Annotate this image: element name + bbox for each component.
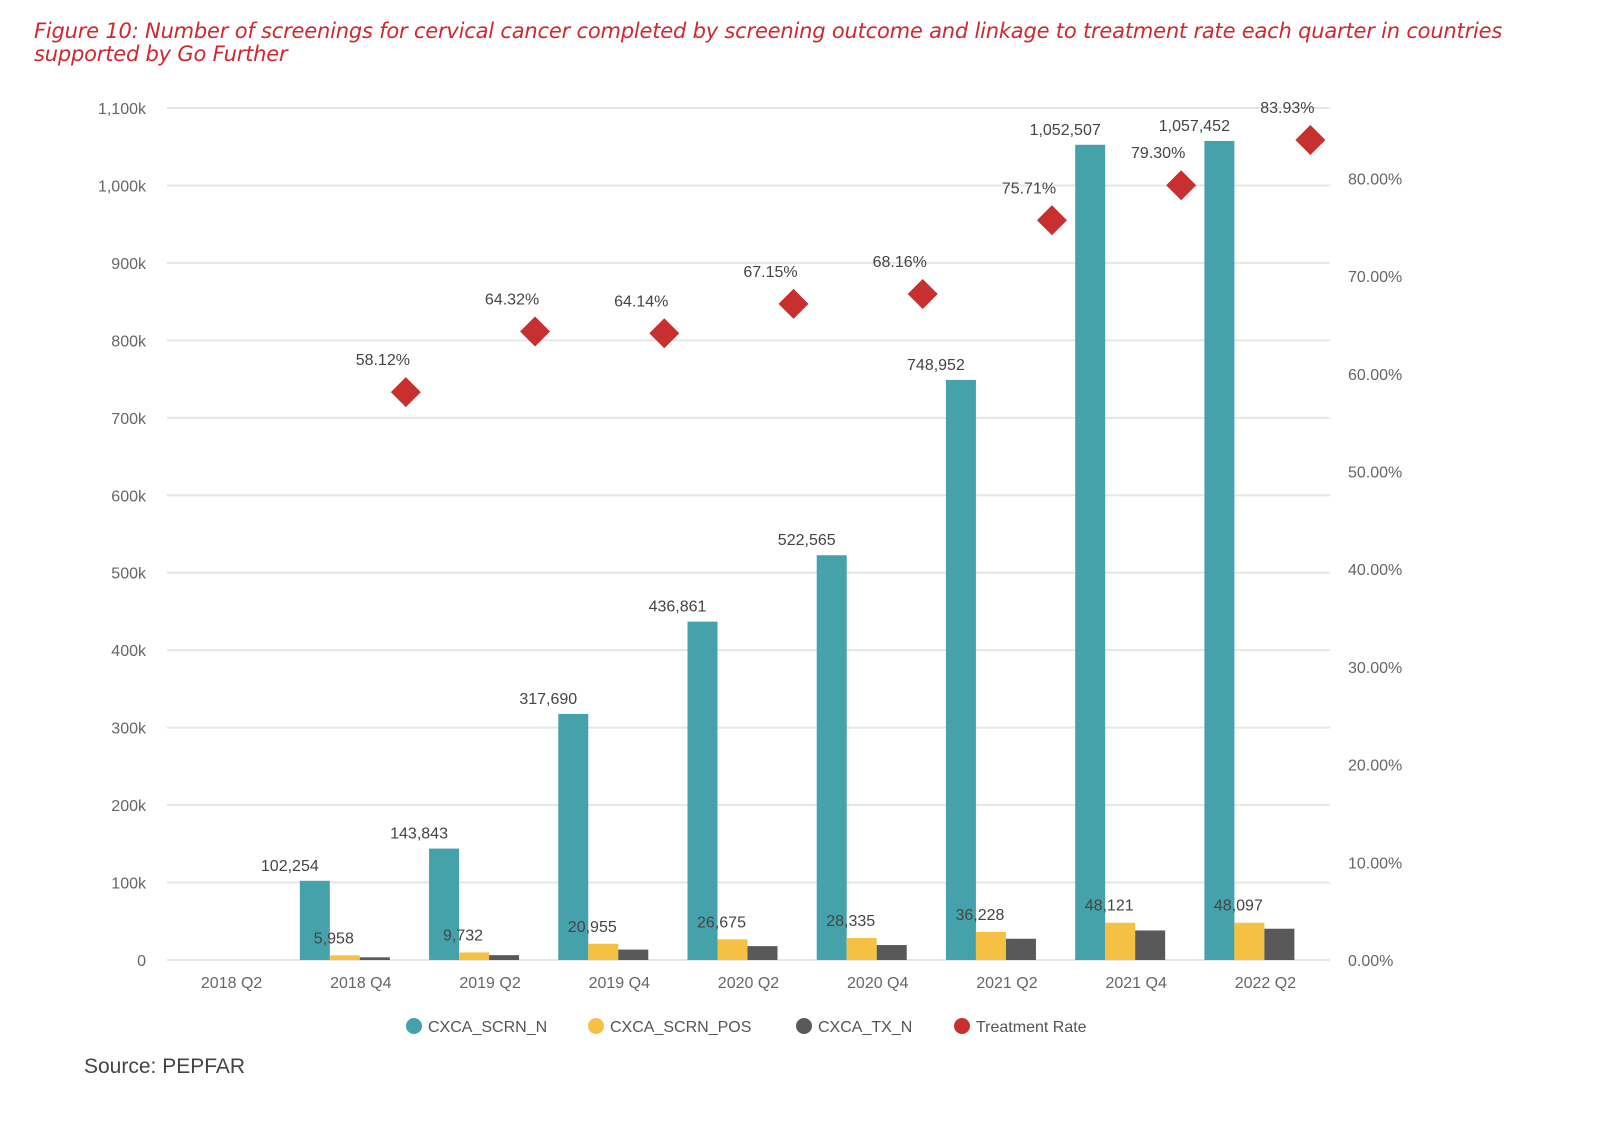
- data-label: 36,228: [955, 907, 1004, 924]
- figure-title: Figure 10: Number of screenings for cerv…: [34, 19, 1503, 66]
- y-left-tick-label: 200k: [111, 798, 147, 815]
- bar-cxca-scrn-pos: [1105, 922, 1136, 960]
- legend-marker: [406, 1018, 422, 1034]
- y-left-tick-label: 500k: [111, 566, 147, 583]
- treatment-rate-marker: [649, 318, 680, 349]
- data-label: 143,843: [390, 826, 448, 843]
- y-left-tick-label: 400k: [111, 643, 147, 660]
- treatment-rate-marker: [778, 288, 809, 319]
- x-tick-label: 2022 Q2: [1235, 975, 1296, 992]
- y-left-tick-label: 1,100k: [98, 101, 147, 118]
- y-right-tick-label: 20.00%: [1348, 758, 1402, 775]
- bar-cxca-scrn-n: [558, 713, 589, 960]
- y-right-tick-label: 0.00%: [1348, 953, 1393, 970]
- bar-cxca-scrn-pos: [588, 943, 619, 960]
- y-right-tick-label: 80.00%: [1348, 171, 1402, 188]
- data-label: 28,335: [826, 913, 875, 930]
- data-label: 48,097: [1214, 898, 1263, 915]
- treatment-rate-marker: [390, 377, 421, 408]
- y-right-tick-label: 60.00%: [1348, 367, 1402, 384]
- data-label: 64.32%: [485, 292, 539, 309]
- data-label: 748,952: [907, 357, 965, 374]
- bar-cxca-tx-n: [1135, 930, 1166, 960]
- bar-cxca-tx-n: [1264, 928, 1295, 960]
- source-note: Source: PEPFAR: [84, 1055, 246, 1078]
- y-right-tick-label: 70.00%: [1348, 269, 1402, 286]
- data-label: 1,052,507: [1030, 122, 1101, 139]
- x-tick-label: 2019 Q2: [459, 975, 520, 992]
- bar-cxca-tx-n: [489, 955, 520, 960]
- data-label: 68.16%: [873, 254, 927, 271]
- data-label: 436,861: [649, 599, 707, 616]
- bar-cxca-scrn-n: [945, 379, 976, 961]
- y-left-tick-label: 300k: [111, 721, 147, 738]
- treatment-rate-marker: [1295, 124, 1326, 155]
- data-label: 64.14%: [614, 293, 668, 310]
- bar-cxca-scrn-pos: [717, 939, 748, 960]
- y-left-tick-label: 900k: [111, 256, 147, 273]
- bar-cxca-scrn-n: [816, 555, 847, 960]
- bar-cxca-scrn-n: [1204, 140, 1235, 961]
- data-label: 26,675: [697, 914, 746, 931]
- y-right-tick-label: 50.00%: [1348, 464, 1402, 481]
- bar-cxca-scrn-n: [1075, 144, 1106, 960]
- data-label: 48,121: [1085, 898, 1134, 915]
- treatment-rate-marker: [907, 279, 938, 310]
- data-label: 317,690: [519, 691, 577, 708]
- bar-cxca-scrn-n: [429, 848, 460, 960]
- bar-cxca-scrn-pos: [846, 938, 877, 960]
- bar-cxca-scrn-n: [687, 621, 718, 960]
- x-tick-label: 2020 Q2: [718, 975, 779, 992]
- x-tick-label: 2021 Q2: [976, 975, 1037, 992]
- data-label: 20,955: [568, 919, 617, 936]
- legend-label: CXCA_SCRN_N: [428, 1019, 547, 1036]
- bar-cxca-scrn-pos: [459, 952, 490, 960]
- legend-label: Treatment Rate: [976, 1019, 1087, 1036]
- bar-cxca-tx-n: [1005, 938, 1036, 960]
- y-left-tick-label: 800k: [111, 333, 147, 350]
- bar-cxca-scrn-n: [299, 880, 330, 960]
- bar-cxca-tx-n: [359, 957, 390, 960]
- x-tick-label: 2020 Q4: [847, 975, 908, 992]
- y-left-tick-label: 600k: [111, 488, 147, 505]
- data-label: 79.30%: [1131, 145, 1185, 162]
- legend-marker: [954, 1018, 970, 1034]
- x-tick-label: 2021 Q4: [1105, 975, 1166, 992]
- y-left-tick-label: 100k: [111, 876, 147, 893]
- treatment-rate-marker: [1036, 205, 1067, 236]
- data-label: 83.93%: [1260, 100, 1314, 117]
- legend-label: CXCA_SCRN_POS: [610, 1019, 751, 1036]
- data-label: 9,732: [443, 927, 483, 944]
- y-right-tick-label: 30.00%: [1348, 660, 1402, 677]
- data-label: 1,057,452: [1159, 118, 1230, 135]
- x-tick-label: 2018 Q4: [330, 975, 391, 992]
- bar-cxca-scrn-pos: [975, 931, 1006, 960]
- legend-label: CXCA_TX_N: [818, 1019, 912, 1036]
- x-tick-label: 2018 Q2: [201, 975, 262, 992]
- legend-marker: [796, 1018, 812, 1034]
- y-left-tick-label: 1,000k: [98, 178, 147, 195]
- data-label: 75.71%: [1002, 180, 1056, 197]
- treatment-rate-marker: [1166, 170, 1197, 201]
- y-right-tick-label: 40.00%: [1348, 562, 1402, 579]
- bar-cxca-tx-n: [876, 945, 907, 960]
- data-label: 67.15%: [743, 264, 797, 281]
- data-label: 58.12%: [356, 352, 410, 369]
- data-label: 522,565: [778, 532, 836, 549]
- data-label: 5,958: [314, 930, 354, 947]
- bar-cxca-scrn-pos: [1234, 922, 1265, 960]
- y-left-tick-label: 700k: [111, 411, 147, 428]
- treatment-rate-marker: [520, 316, 551, 347]
- x-tick-label: 2019 Q4: [589, 975, 650, 992]
- bar-cxca-scrn-pos: [329, 955, 360, 960]
- y-left-tick-label: 0: [137, 953, 146, 970]
- bar-cxca-tx-n: [747, 946, 778, 960]
- data-label: 102,254: [261, 858, 319, 875]
- legend-marker: [588, 1018, 604, 1034]
- bar-cxca-tx-n: [618, 949, 649, 960]
- y-right-tick-label: 10.00%: [1348, 855, 1402, 872]
